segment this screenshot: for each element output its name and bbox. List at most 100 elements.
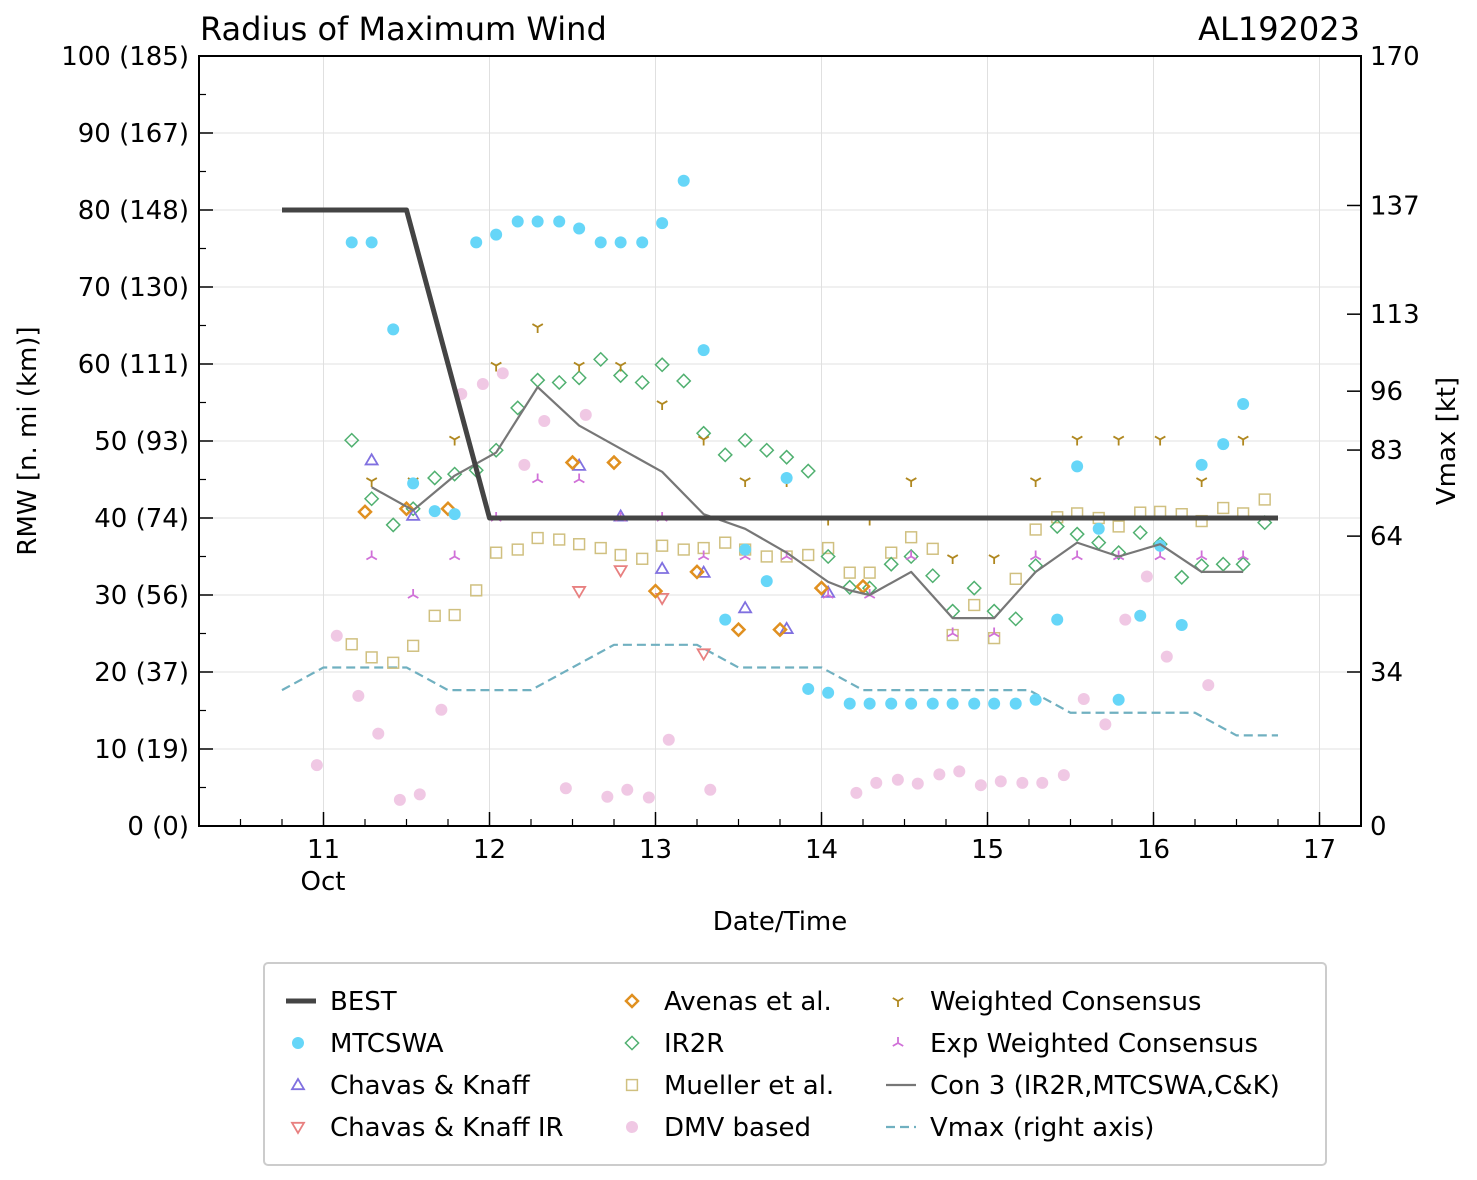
marker-dot (911, 777, 924, 790)
data-point (606, 454, 622, 471)
marker-dot (760, 575, 773, 588)
marker-diamond (813, 580, 830, 596)
data-point (372, 727, 385, 740)
data-point (1175, 619, 1188, 632)
data-point (538, 414, 551, 427)
marker-diamond (820, 548, 836, 565)
y-axis-label: RMW [n. mi (km)] (13, 326, 43, 555)
marker-dot (594, 236, 607, 249)
marker-square (365, 651, 378, 664)
marker-dot (719, 613, 732, 626)
data-point (988, 627, 1000, 638)
marker-dot (662, 733, 675, 746)
data-point (1134, 609, 1147, 622)
data-point (531, 473, 544, 484)
marker-tri (1029, 550, 1042, 561)
y-right-tick-label: 0 (1370, 812, 1387, 842)
y-tick-label: 90 (167) (78, 119, 189, 149)
marker-tri (614, 361, 627, 372)
data-point (974, 779, 987, 792)
marker-dot (968, 697, 981, 710)
marker-square (1029, 523, 1042, 536)
marker-square (1009, 572, 1022, 585)
marker-dot (496, 367, 509, 380)
marker-diamond (730, 621, 747, 638)
marker-diamond (883, 556, 899, 572)
marker-diamond (357, 504, 373, 520)
data-point (365, 550, 378, 561)
marker-dot (822, 686, 835, 699)
legend-swatch (290, 1121, 306, 1135)
marker-triangle (571, 586, 587, 599)
marker-square (448, 608, 461, 622)
marker-tri (448, 435, 461, 446)
marker-dot (1009, 697, 1022, 710)
legend-label: MTCSWA (330, 1029, 444, 1059)
marker-dot (1175, 619, 1188, 632)
marker-dot (1160, 650, 1173, 663)
marker-square (843, 566, 856, 579)
data-point (1112, 435, 1125, 446)
data-point (802, 548, 815, 562)
data-point (364, 452, 380, 466)
data-point (446, 466, 463, 482)
marker-dot (330, 629, 343, 642)
data-point (953, 765, 966, 778)
data-point (772, 621, 788, 638)
marker-tri (697, 550, 710, 561)
marker-dot (1092, 522, 1105, 535)
data-point (800, 463, 816, 479)
data-point (406, 639, 420, 652)
marker-diamond (1215, 556, 1231, 572)
y-tick-label: 50 (93) (94, 427, 189, 457)
legend-swatch (625, 1078, 639, 1092)
data-point (1235, 556, 1251, 572)
marker-diamond (1132, 524, 1148, 541)
plot-frame (198, 55, 1362, 827)
series-line (371, 386, 1244, 620)
marker-dot (697, 344, 710, 357)
marker-dot (601, 790, 614, 803)
marker-dot (1057, 769, 1070, 782)
data-point (573, 473, 585, 484)
y-tick-label: 60 (111) (78, 350, 189, 380)
marker-dot (1134, 609, 1147, 622)
y-tick-label: 0 (0) (127, 812, 189, 842)
data-point (1258, 493, 1271, 506)
data-point (579, 408, 592, 421)
data-point (925, 568, 941, 584)
y-axis-right: 0 34 64 83 96 113 137 170 (1347, 42, 1420, 842)
marker-tri (905, 477, 917, 488)
data-point (571, 586, 587, 599)
data-point (476, 378, 489, 391)
data-point (1195, 477, 1208, 488)
marker-dot (579, 408, 592, 421)
data-point (717, 447, 733, 463)
x-tick-label: 12 (473, 835, 506, 865)
marker-square (1258, 493, 1271, 506)
legend-item-mueller-et-al: Mueller et al. (625, 1071, 834, 1101)
data-point (1069, 526, 1085, 542)
data-point (1077, 692, 1090, 705)
marker-diamond (446, 466, 463, 482)
marker-dot (1077, 692, 1090, 705)
marker-triangle (405, 507, 421, 521)
marker-dot (1119, 613, 1132, 626)
marker-dot (739, 543, 752, 556)
grid (199, 55, 1361, 827)
data-point (1110, 544, 1127, 561)
marker-tri (573, 473, 585, 484)
data-point (737, 600, 753, 614)
data-point (1071, 550, 1083, 561)
legend-label: IR2R (664, 1029, 724, 1059)
marker-dot (559, 782, 572, 795)
series-dmv-based (310, 367, 1215, 806)
data-point (310, 759, 323, 772)
marker-diamond (1049, 518, 1065, 535)
data-point (612, 367, 629, 384)
data-point (968, 598, 981, 612)
data-point (1237, 550, 1249, 561)
data-point (1057, 769, 1070, 782)
marker-triangle (654, 561, 670, 574)
